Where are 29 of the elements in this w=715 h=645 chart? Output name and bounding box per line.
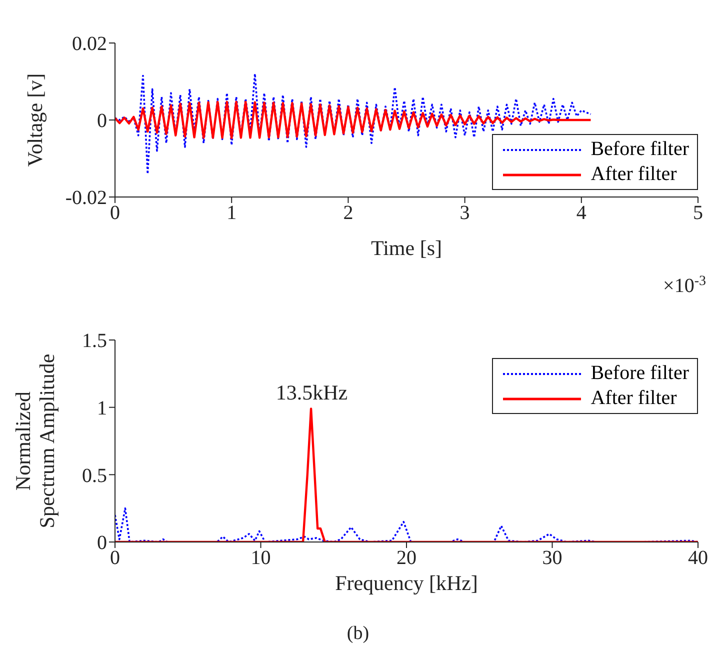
x-tick-label: 2 [343,202,354,224]
x-tick-label: 3 [460,202,470,224]
y-tick-label: 1 [97,397,107,420]
x-tick-label: 5 [693,202,703,224]
annotation: 13.5kHz [276,380,348,404]
x-tick-label: 30 [542,547,562,570]
x-tick-label: 20 [396,547,416,570]
x-tick-label: 1 [226,202,237,224]
x-tick-label: 40 [688,547,708,570]
y-tick-label: 0 [97,532,107,554]
x-axis-title: Frequency [kHz] [335,571,478,595]
legend-label: Before filter [590,137,689,162]
legend-label: After filter [590,386,677,411]
y-tick-label: 0.5 [82,464,107,487]
text: ×10$^{-3}$ [663,274,706,297]
y-tick-label: 0.02 [72,33,107,56]
legend-label: After filter [590,162,677,187]
x-axis-title: Time [s] [371,236,442,260]
y-tick-label: 1.5 [82,330,107,352]
x-tick-label: 10 [250,547,271,570]
y-axis-title: Normalized Spectrum Amplitude [11,354,59,528]
y-axis-title: Voltage [v] [23,73,47,167]
text: (b) [346,623,370,645]
y-tick-label: 0 [97,110,107,132]
x-tick-label: 4 [576,202,586,224]
line-series [115,72,592,175]
line-series [115,100,592,140]
y-tick-label: -0.02 [65,187,107,210]
legend-label: Before filter [590,361,689,386]
